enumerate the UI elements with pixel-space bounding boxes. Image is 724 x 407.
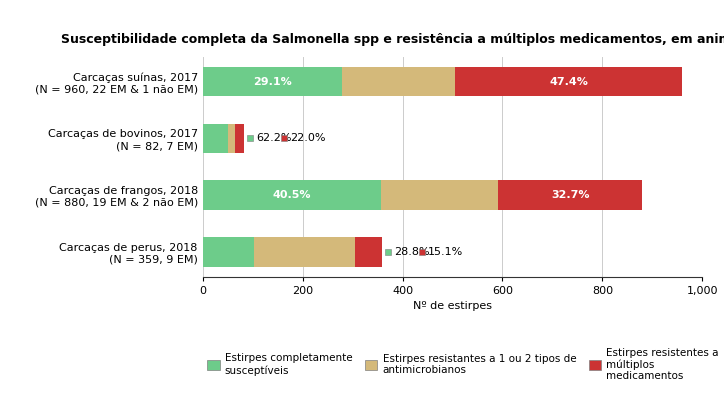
Text: 29.1%: 29.1% <box>253 77 292 87</box>
Bar <box>228 124 235 153</box>
Bar <box>203 124 228 153</box>
Bar <box>235 124 244 153</box>
Text: 15.1%: 15.1% <box>428 247 463 257</box>
X-axis label: Nº de estirpes: Nº de estirpes <box>413 301 492 311</box>
Bar <box>254 237 355 267</box>
Bar <box>455 67 682 96</box>
Legend: Estirpes completamente
susceptíveis, Estirpes resistantes a 1 ou 2 tipos de
anti: Estirpes completamente susceptíveis, Est… <box>203 344 723 386</box>
Bar <box>342 67 455 96</box>
Text: 62.2%: 62.2% <box>256 133 291 144</box>
Text: 22.0%: 22.0% <box>290 133 325 144</box>
Bar <box>498 180 642 210</box>
Title: Susceptibilidade completa da Salmonella spp e resistência a múltiplos medicament: Susceptibilidade completa da Salmonella … <box>62 33 724 46</box>
Text: 32.7%: 32.7% <box>551 190 589 200</box>
Text: 28.8%: 28.8% <box>394 247 430 257</box>
Bar <box>355 237 382 267</box>
Bar <box>203 237 254 267</box>
Bar <box>381 180 498 210</box>
Text: 40.5%: 40.5% <box>272 190 311 200</box>
Bar <box>203 67 342 96</box>
Bar <box>203 180 381 210</box>
Text: 47.4%: 47.4% <box>549 77 588 87</box>
